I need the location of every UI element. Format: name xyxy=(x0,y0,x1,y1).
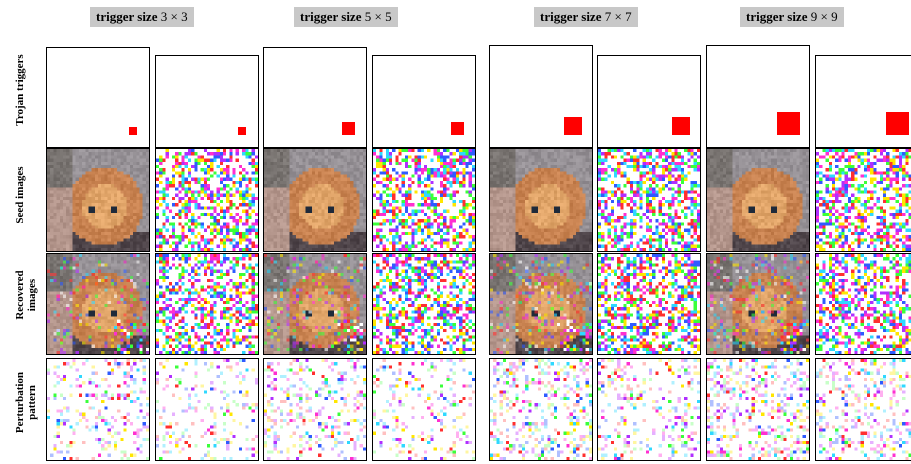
seed-image xyxy=(706,148,810,252)
recovered-image xyxy=(372,253,476,355)
row-label-perturbation-pattern: Perturbation pattern xyxy=(14,371,38,434)
perturbation-pattern-image xyxy=(263,358,367,461)
trojan-trigger-square xyxy=(886,111,910,135)
trojan-trigger-image xyxy=(155,55,259,148)
row-label-recovered-images: Recovered images xyxy=(14,270,38,320)
pixel-canvas xyxy=(490,149,592,251)
pixel-canvas xyxy=(264,359,366,460)
pixel-canvas xyxy=(707,254,809,354)
perturbation-pattern-image xyxy=(597,358,701,461)
perturbation-pattern-image xyxy=(489,358,593,461)
pixel-canvas xyxy=(373,149,475,251)
recovered-image xyxy=(46,253,150,355)
pixel-canvas xyxy=(707,359,809,460)
column-header-5x5: trigger size 5 × 5 xyxy=(294,7,398,27)
seed-image xyxy=(46,148,150,252)
pixel-canvas xyxy=(264,254,366,354)
pixel-canvas xyxy=(47,359,149,460)
pixel-canvas xyxy=(816,254,911,354)
row-label-seed-images: Seed images xyxy=(14,166,26,224)
trojan-trigger-image xyxy=(597,55,701,148)
pixel-canvas xyxy=(816,149,911,251)
recovered-image xyxy=(597,253,701,355)
recovered-image xyxy=(263,253,367,355)
trojan-trigger-square xyxy=(451,122,464,135)
perturbation-pattern-image xyxy=(46,358,150,461)
perturbation-pattern-image xyxy=(155,358,259,461)
pixel-canvas xyxy=(490,254,592,354)
pixel-canvas xyxy=(264,149,366,251)
pixel-canvas xyxy=(816,359,911,460)
seed-image xyxy=(489,148,593,252)
seed-image xyxy=(155,148,259,252)
pixel-canvas xyxy=(47,254,149,354)
trojan-trigger-square xyxy=(238,127,246,135)
trojan-trigger-image xyxy=(489,45,593,148)
pixel-canvas xyxy=(707,149,809,251)
column-header-7x7: trigger size 7 × 7 xyxy=(534,7,638,27)
pixel-canvas xyxy=(598,149,700,251)
trojan-trigger-image xyxy=(706,45,810,148)
trojan-trigger-square xyxy=(129,127,137,135)
pixel-canvas xyxy=(47,149,149,251)
row-label-trojan-triggers: Trojan triggers xyxy=(14,54,26,126)
pixel-canvas xyxy=(373,359,475,460)
perturbation-pattern-image xyxy=(706,358,810,461)
trojan-trigger-square xyxy=(342,122,355,135)
trojan-trigger-image xyxy=(46,47,150,148)
pixel-canvas xyxy=(156,149,258,251)
pixel-canvas xyxy=(598,359,700,460)
pixel-canvas xyxy=(490,359,592,460)
pixel-canvas xyxy=(156,359,258,460)
recovered-image xyxy=(155,253,259,355)
recovered-image xyxy=(815,253,911,355)
recovered-image xyxy=(489,253,593,355)
trojan-trigger-square xyxy=(564,116,583,135)
trojan-trigger-image xyxy=(372,55,476,148)
trojan-trigger-image xyxy=(263,47,367,148)
recovered-image xyxy=(706,253,810,355)
column-header-3x3: trigger size 3 × 3 xyxy=(90,7,194,27)
pixel-canvas xyxy=(598,254,700,354)
trojan-trigger-square xyxy=(672,116,691,135)
pixel-canvas xyxy=(373,254,475,354)
column-header-9x9: trigger size 9 × 9 xyxy=(740,7,844,27)
seed-image xyxy=(263,148,367,252)
trojan-trigger-image xyxy=(815,55,911,148)
seed-image xyxy=(597,148,701,252)
seed-image xyxy=(815,148,911,252)
perturbation-pattern-image xyxy=(815,358,911,461)
trojan-trigger-square xyxy=(777,111,801,135)
pixel-canvas xyxy=(156,254,258,354)
perturbation-pattern-image xyxy=(372,358,476,461)
seed-image xyxy=(372,148,476,252)
